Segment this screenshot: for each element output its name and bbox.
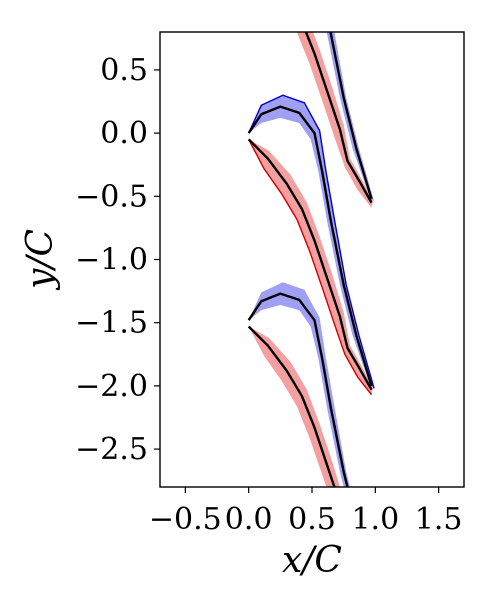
y-tick-label: −1.0 <box>75 243 148 278</box>
blade-bands <box>248 32 375 487</box>
pressure-edge <box>248 139 373 396</box>
y-axis-label: y/C <box>20 229 61 291</box>
x-tick-label: 0.5 <box>288 502 336 537</box>
y-tick-label: 0.0 <box>100 116 148 151</box>
x-axis-label: x/C <box>282 540 342 581</box>
x-axis-ticks: −0.5 0.0 0.5 1.0 1.5 <box>149 487 463 537</box>
x-tick-label: −0.5 <box>149 502 222 537</box>
mean-pressure-line-0 <box>247 325 336 487</box>
suction-band-1 <box>248 95 375 389</box>
x-tick-label: 1.0 <box>351 502 399 537</box>
mean-suction-line-0 <box>247 292 349 487</box>
x-tick-label: 1.5 <box>415 502 463 537</box>
y-axis-ticks: 0.5 0.0 −0.5 −1.0 −1.5 −2.0 −2.5 <box>75 53 160 467</box>
y-tick-label: 0.5 <box>100 53 148 88</box>
mean-suction-line-2 <box>329 32 373 200</box>
mean-suction-line-1 <box>247 105 373 387</box>
pressure-band-0 <box>248 326 340 487</box>
suction-edge <box>248 94 375 389</box>
pressure-band-2 <box>296 32 373 208</box>
y-tick-label: −0.5 <box>75 179 148 214</box>
y-tick-label: −2.5 <box>75 432 148 467</box>
y-tick-label: −1.5 <box>75 306 148 341</box>
mean-pressure-line-2 <box>304 32 373 204</box>
mean-pressure-line-1 <box>247 138 373 391</box>
pressure-band-1 <box>248 139 373 395</box>
y-tick-label: −2.0 <box>75 369 148 404</box>
x-tick-label: 0.0 <box>225 502 273 537</box>
blade-mean-lines <box>247 32 375 487</box>
